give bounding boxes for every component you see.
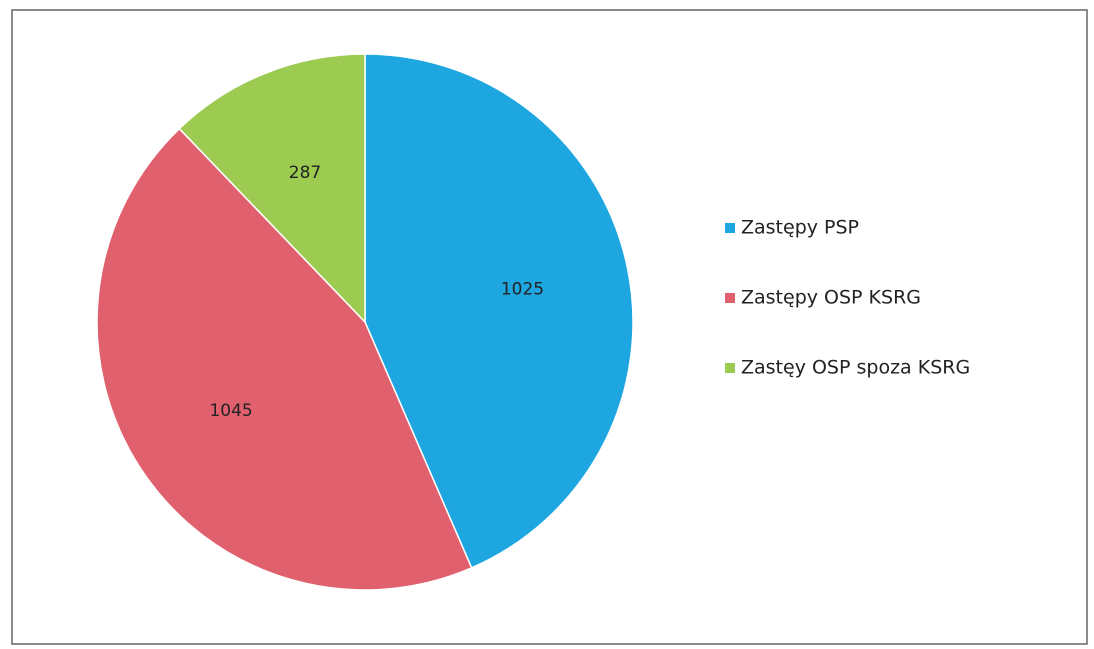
legend-swatch: [725, 363, 735, 373]
legend-label: Zastępy PSP: [741, 217, 859, 239]
pie-slice: [96, 127, 473, 591]
pie-slice: [364, 53, 634, 569]
data-label: 287: [289, 163, 321, 183]
legend-swatch: [725, 223, 735, 233]
data-label: 1025: [501, 279, 544, 299]
legend-label: Zastęy OSP spoza KSRG: [741, 357, 970, 379]
pie-slice: [178, 53, 366, 324]
legend-label: Zastępy OSP KSRG: [741, 287, 921, 309]
data-label: 1045: [209, 401, 252, 421]
legend-swatch: [725, 293, 735, 303]
